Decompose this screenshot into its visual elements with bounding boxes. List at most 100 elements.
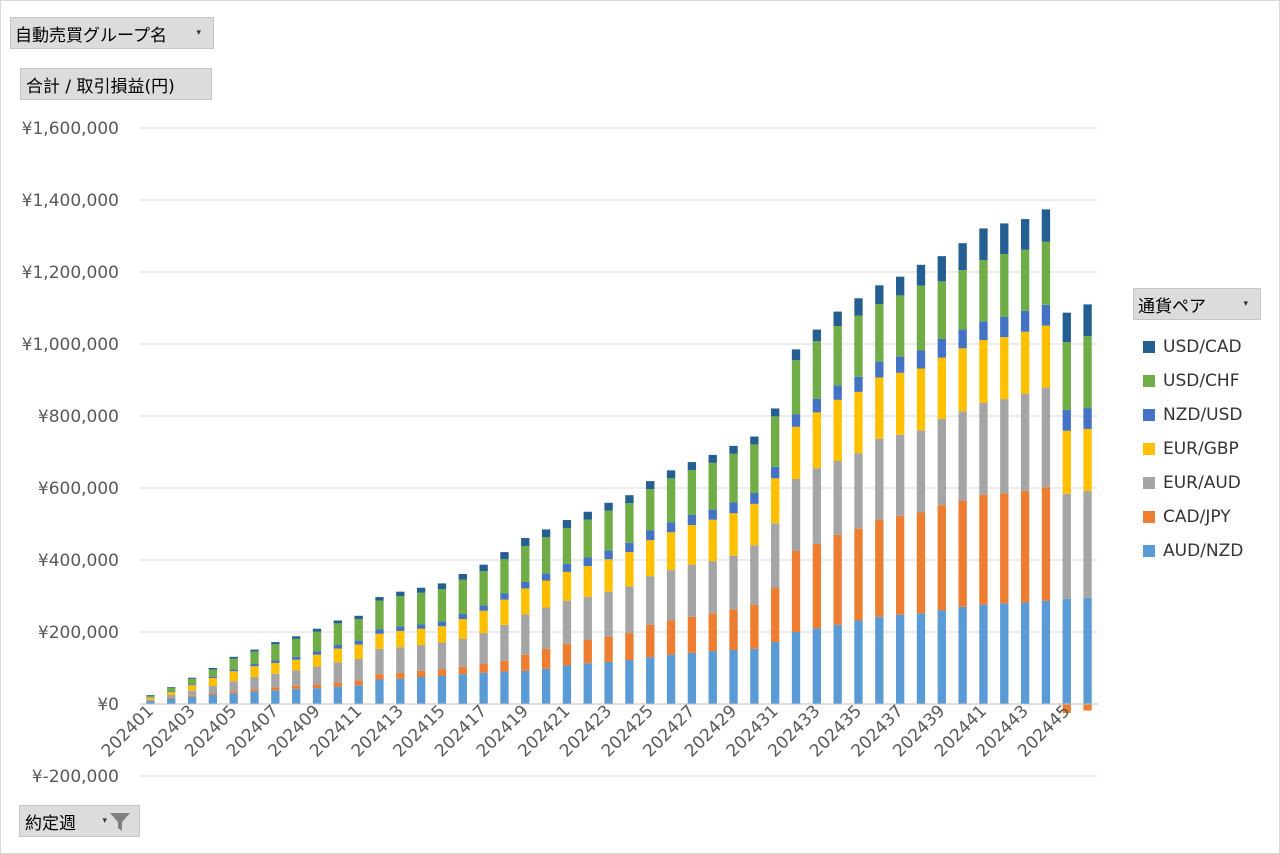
bar-segment xyxy=(146,701,155,704)
legend-item[interactable]: EUR/GBP xyxy=(1143,432,1278,466)
bar-segment xyxy=(791,426,801,479)
bar-segment xyxy=(1062,493,1071,599)
bar-segment xyxy=(833,534,842,625)
bar-segment xyxy=(354,644,363,659)
legend-swatch xyxy=(1143,409,1155,421)
bar-segment xyxy=(541,580,551,608)
bar-segment xyxy=(791,414,801,427)
y-tick-label: ¥200,000 xyxy=(38,623,119,643)
bar-segment xyxy=(562,520,572,528)
dropdown-arrow-icon[interactable]: ▾ xyxy=(102,816,107,826)
bar-segment xyxy=(271,690,280,704)
legend-item[interactable]: AUD/NZD xyxy=(1143,534,1278,568)
bar-segment xyxy=(396,647,405,674)
bar-segment xyxy=(479,633,488,664)
bar-segment xyxy=(1083,408,1092,429)
bar-segment xyxy=(479,564,488,572)
bar-segment xyxy=(958,606,967,704)
y-tick-label: ¥-200,000 xyxy=(32,767,119,787)
bar-segment xyxy=(375,679,384,704)
bar-segment xyxy=(958,411,967,501)
dropdown-arrow-icon[interactable]: ▾ xyxy=(196,28,201,38)
bar-segment xyxy=(312,684,322,689)
y-tick-label: ¥1,000,000 xyxy=(22,335,119,355)
bar-segment xyxy=(333,623,343,645)
bar-segment xyxy=(791,349,801,361)
bar-segment xyxy=(187,696,197,704)
filter-funnel-icon[interactable] xyxy=(109,812,131,832)
bar-segment xyxy=(1000,337,1009,400)
bar-segment xyxy=(208,693,218,695)
bar-segment xyxy=(1041,487,1051,601)
bar-segment xyxy=(916,430,926,513)
bar-segment xyxy=(479,571,488,606)
bar-segment xyxy=(666,654,676,704)
bar-segment xyxy=(562,643,572,666)
bar-segment xyxy=(521,545,530,582)
bar-segment xyxy=(854,298,863,316)
week-filter-label: 約定週 xyxy=(25,813,76,834)
bar-segment xyxy=(854,315,863,377)
bar-segment xyxy=(396,626,405,631)
bar-segment xyxy=(208,676,218,679)
bar-segment xyxy=(271,673,280,688)
bar-segment xyxy=(521,654,530,671)
bar-segment xyxy=(729,453,738,503)
group-filter-button[interactable]: 自動売買グループ名 ▾ xyxy=(10,17,214,49)
value-field-button[interactable]: 合計 / 取引損益(円) xyxy=(20,68,212,100)
bar-segment xyxy=(937,418,946,506)
bar-segment xyxy=(208,668,218,670)
bar-segment xyxy=(333,682,343,687)
bar-segment xyxy=(791,479,801,551)
bar-segment xyxy=(729,555,738,610)
legend-item[interactable]: USD/CAD xyxy=(1143,330,1278,364)
legend-field-button[interactable]: 通貨ペア ▾ xyxy=(1133,288,1261,320)
bar-segment xyxy=(1020,393,1030,491)
bar-segment xyxy=(500,660,509,672)
bar-segment xyxy=(521,588,530,615)
bar-segment xyxy=(583,557,592,567)
bar-segment xyxy=(562,563,572,572)
bar-segment xyxy=(604,502,613,511)
dropdown-arrow-icon[interactable]: ▾ xyxy=(1243,299,1248,309)
bar-segment xyxy=(250,649,259,652)
legend-item[interactable]: USD/CHF xyxy=(1143,364,1278,398)
bar-segment xyxy=(354,685,363,704)
bar-segment xyxy=(625,542,634,553)
bar-segment xyxy=(979,228,988,261)
legend-item[interactable]: NZD/USD xyxy=(1143,398,1278,432)
bar-segment xyxy=(541,537,551,574)
bar-segment xyxy=(1062,430,1071,494)
bar-segment xyxy=(958,243,967,271)
y-tick-label: ¥600,000 xyxy=(38,479,119,499)
bar-segment xyxy=(562,527,572,564)
bar-segment xyxy=(333,620,343,624)
bar-segment xyxy=(666,620,676,655)
bar-segment xyxy=(271,642,280,645)
bar-segment xyxy=(979,260,988,322)
bar-segment xyxy=(687,616,697,653)
legend-label: AUD/NZD xyxy=(1163,541,1244,561)
bar-segment xyxy=(666,570,676,621)
gridlines xyxy=(140,127,1098,777)
bar-segment xyxy=(229,681,238,692)
legend-field-label: 通貨ペア xyxy=(1138,296,1206,317)
legend-item[interactable]: CAD/JPY xyxy=(1143,500,1278,534)
bar-segment xyxy=(354,615,363,620)
bar-segment xyxy=(500,624,509,661)
bar-segment xyxy=(708,519,717,562)
bar-segment xyxy=(312,688,322,704)
bar-segment xyxy=(1083,490,1092,598)
bar-segment xyxy=(187,678,197,685)
legend-item[interactable]: EUR/AUD xyxy=(1143,466,1278,500)
bar-segment xyxy=(1020,219,1030,250)
bar-segment xyxy=(979,494,988,605)
week-filter-button[interactable]: 約定週 ▾ xyxy=(19,805,140,837)
legend-swatch xyxy=(1143,477,1155,489)
bar-segment xyxy=(916,368,926,431)
bar-segment xyxy=(666,470,676,479)
y-tick-label: ¥1,600,000 xyxy=(22,119,119,139)
bar-segment xyxy=(229,693,238,704)
bar-segment xyxy=(1000,493,1009,604)
